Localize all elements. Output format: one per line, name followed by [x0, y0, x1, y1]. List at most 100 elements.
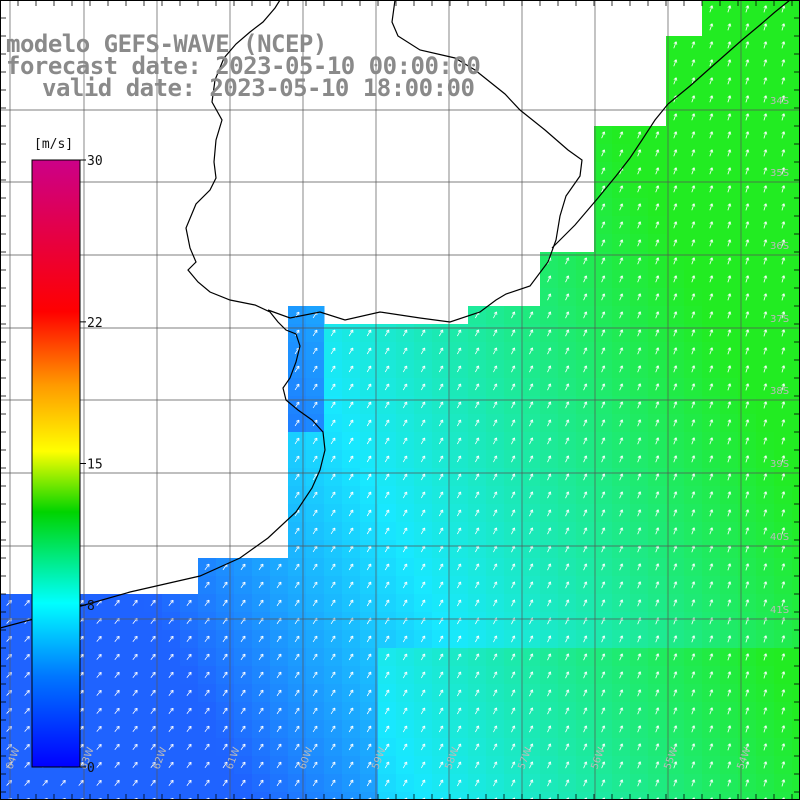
wind-arrow — [727, 113, 732, 121]
field-cell — [432, 792, 451, 800]
wind-arrow — [781, 23, 786, 31]
field-cell — [612, 792, 631, 800]
field-cell — [18, 792, 37, 800]
field-cell — [792, 612, 800, 631]
field-cell — [270, 792, 289, 800]
wind-arrow — [781, 113, 786, 121]
field-cell — [108, 792, 127, 800]
field-cell — [738, 792, 757, 800]
wind-arrow — [745, 5, 750, 13]
wind-arrow — [727, 5, 732, 13]
field-cell — [792, 270, 800, 289]
field-cell — [468, 792, 487, 800]
wind-arrow — [709, 41, 714, 49]
wind-arrow — [673, 41, 678, 49]
field-cell — [324, 792, 343, 800]
wind-arrow — [763, 131, 768, 139]
field-cell — [504, 792, 523, 800]
wind-arrow — [763, 41, 768, 49]
field-cell — [792, 360, 800, 379]
lat-label: 38S — [770, 386, 789, 397]
colorbar-gradient — [31, 159, 81, 768]
wind-arrow — [745, 131, 750, 139]
field-cell — [288, 792, 307, 800]
field-cell — [702, 792, 721, 800]
field-cell — [792, 0, 800, 19]
wind-arrow — [727, 131, 732, 139]
wind-arrow — [763, 5, 768, 13]
field-cell — [144, 792, 163, 800]
field-cell — [630, 792, 649, 800]
wind-arrow — [709, 131, 714, 139]
field-cell — [342, 792, 361, 800]
wind-arrow — [673, 113, 678, 121]
wind-arrow — [655, 131, 660, 139]
field-cell — [792, 36, 800, 55]
field-cell — [306, 792, 325, 800]
field-cell — [792, 396, 800, 415]
wind-arrow — [745, 95, 750, 103]
field-cell — [792, 126, 800, 145]
field-cell — [522, 792, 541, 800]
lat-label: 35S — [770, 168, 789, 179]
field-cell — [198, 792, 217, 800]
colorbar-tick-label: 0 — [87, 761, 95, 776]
wind-arrow — [601, 131, 606, 139]
field-cell — [792, 648, 800, 667]
field-cell — [72, 792, 91, 800]
field-cell — [792, 144, 800, 163]
wind-arrow — [619, 131, 624, 139]
wind-arrow — [727, 95, 732, 103]
field-cell — [792, 108, 800, 127]
wind-arrow — [745, 59, 750, 67]
title-valid-date: valid date: 2023-05-10 18:00:00 — [42, 74, 475, 102]
lat-label: 40S — [770, 532, 789, 543]
field-cell — [792, 432, 800, 451]
field-cell — [792, 540, 800, 559]
colorbar-tick-label: 22 — [87, 316, 103, 331]
field-cell — [414, 792, 433, 800]
wind-arrow — [727, 41, 732, 49]
wind-arrow — [763, 23, 768, 31]
wind-arrow — [691, 113, 696, 121]
field-cell — [378, 792, 397, 800]
field-cell — [792, 450, 800, 469]
lat-label: 34S — [770, 96, 789, 107]
wind-arrow — [763, 113, 768, 121]
field-cell — [792, 72, 800, 91]
field-cell — [792, 342, 800, 361]
wind-arrow — [745, 77, 750, 85]
field-cell — [360, 792, 379, 800]
wind-arrow — [601, 149, 606, 157]
wind-arrow — [691, 131, 696, 139]
wind-arrow — [727, 77, 732, 85]
field-cell — [792, 774, 800, 793]
field-cell — [540, 792, 559, 800]
wind-arrow — [637, 149, 642, 157]
field-cell — [162, 792, 181, 800]
wind-arrow — [763, 95, 768, 103]
wind-arrow — [781, 41, 786, 49]
lat-label: 41S — [770, 605, 789, 616]
lat-label: 37S — [770, 314, 789, 325]
field-cell — [792, 792, 800, 800]
field-cell — [792, 198, 800, 217]
colorbar-tick-label: 8 — [87, 599, 95, 614]
field-cell — [216, 792, 235, 800]
wind-arrow — [691, 41, 696, 49]
wind-arrow — [673, 59, 678, 67]
field-cell — [774, 792, 793, 800]
field-cell — [792, 216, 800, 235]
field-cell — [792, 594, 800, 613]
field-cell — [792, 54, 800, 73]
field-cell — [792, 504, 800, 523]
colorbar-unit: [m/s] — [34, 137, 73, 152]
field-cell — [792, 90, 800, 109]
field-cell — [792, 288, 800, 307]
wind-arrow — [709, 59, 714, 67]
wind-arrow — [619, 149, 624, 157]
field-cell — [792, 576, 800, 595]
field-cell — [486, 792, 505, 800]
field-cell — [792, 756, 800, 775]
